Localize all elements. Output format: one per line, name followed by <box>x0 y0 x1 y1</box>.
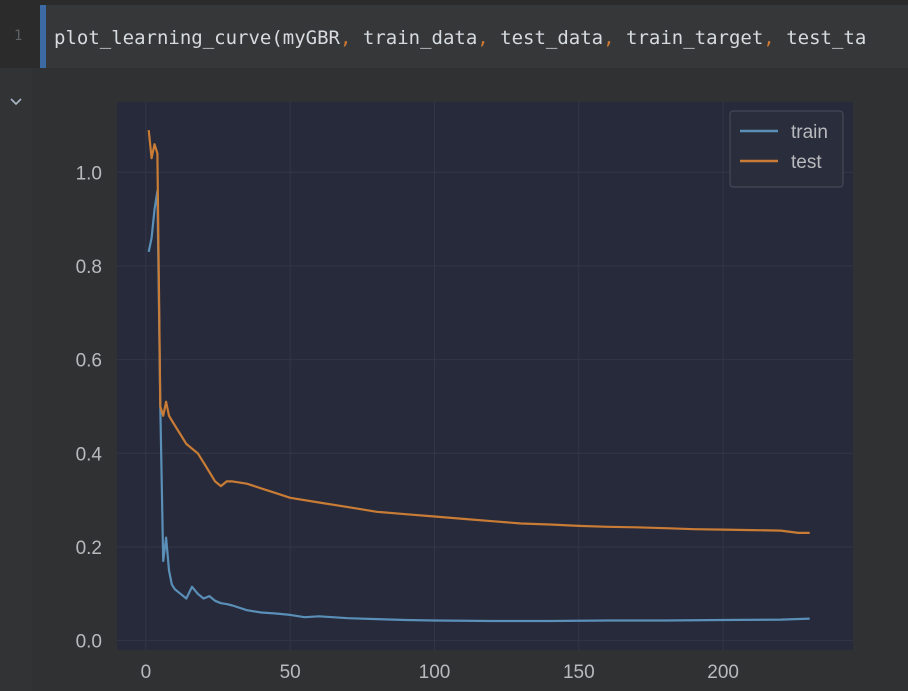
plot-area <box>117 102 853 650</box>
x-tick-label: 200 <box>707 662 739 683</box>
code-comma: , <box>477 27 489 49</box>
code-token: test_data <box>488 27 604 49</box>
x-tick-label: 100 <box>419 662 451 683</box>
output-gutter <box>0 68 32 691</box>
y-tick-label: 0.6 <box>76 351 102 372</box>
x-tick-label: 150 <box>563 662 595 683</box>
y-tick-label: 0.4 <box>76 444 103 465</box>
code-token: test_ta <box>774 27 867 49</box>
legend-label-train: train <box>791 122 828 143</box>
code-comma: , <box>763 27 775 49</box>
learning-curve-chart: 0 50 100 150 200 0.0 0.2 0.4 0.6 0.8 1.0 train test <box>76 102 853 683</box>
y-tick-label: 0.0 <box>76 632 102 653</box>
code-editor[interactable]: plot_learning_curve(myGBR, train_data, t… <box>46 5 908 68</box>
output-panel: 0 50 100 150 200 0.0 0.2 0.4 0.6 0.8 1.0 train test <box>32 68 908 691</box>
code-comma: , <box>339 27 352 49</box>
y-tick-label: 1.0 <box>76 163 102 184</box>
code-line[interactable]: plot_learning_curve(myGBR, train_data, t… <box>54 27 866 49</box>
code-cell[interactable]: 1 plot_learning_curve(myGBR, train_data,… <box>0 0 908 68</box>
line-gutter: 1 <box>0 0 40 68</box>
code-token: train_data <box>351 27 478 49</box>
x-tick-label: 50 <box>280 662 301 683</box>
code-token: train_target <box>614 27 764 49</box>
selected-cell-indicator <box>40 5 46 68</box>
legend-label-test: test <box>791 152 822 173</box>
y-tick-label: 0.8 <box>76 257 102 278</box>
series-line-train <box>147 189 810 623</box>
series-line-test <box>147 129 810 534</box>
y-tick-label: 0.2 <box>76 538 102 559</box>
x-tick-label: 0 <box>141 662 152 683</box>
code-token: plot_learning_curve(myGBR <box>54 27 340 49</box>
chevron-down-icon[interactable] <box>6 92 26 112</box>
code-comma: , <box>603 27 615 49</box>
cell-output: 0 50 100 150 200 0.0 0.2 0.4 0.6 0.8 1.0 train test <box>0 68 908 691</box>
line-number: 1 <box>14 28 23 44</box>
